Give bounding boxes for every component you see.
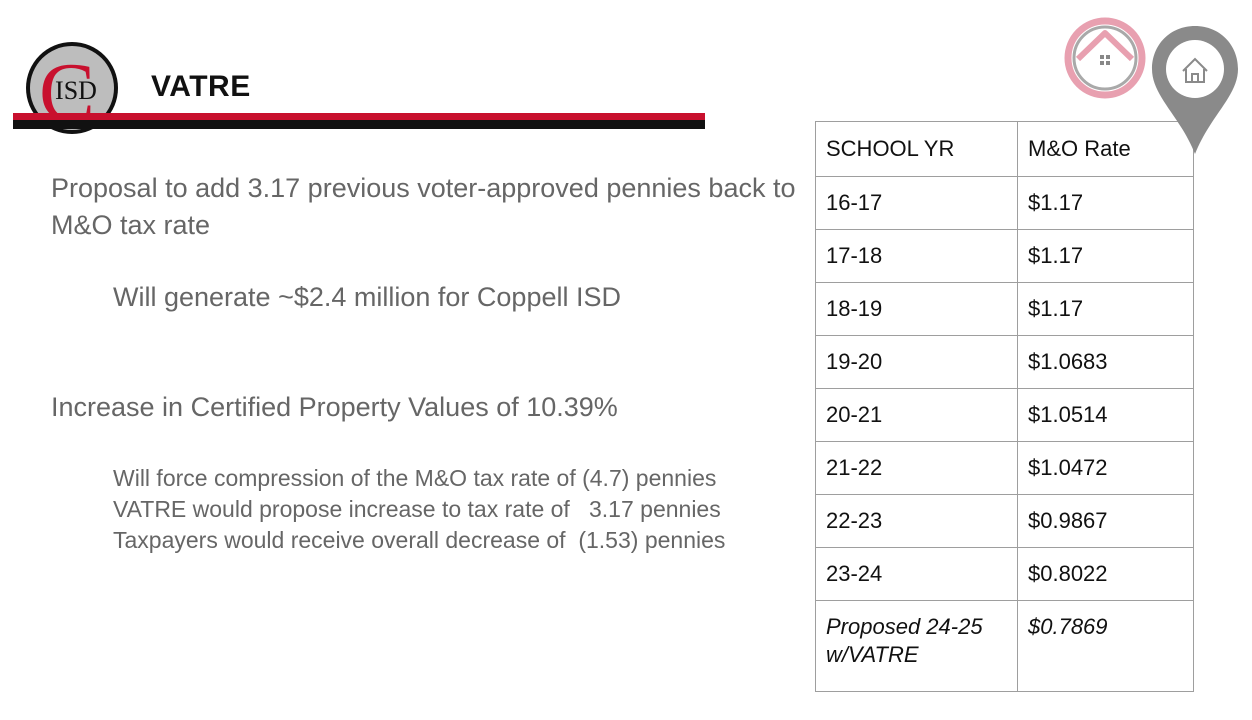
table-row: 23-24 $0.8022: [815, 547, 1194, 601]
proposed-year-cell: Proposed 24-25 w/VATRE: [815, 600, 1018, 692]
rate-cell: $0.9867: [1017, 494, 1194, 548]
table-row-proposed: Proposed 24-25 w/VATRE $0.7869: [815, 600, 1194, 692]
school-year-cell: 16-17: [815, 176, 1018, 230]
school-year-cell: 19-20: [815, 335, 1018, 389]
table-row: 17-18 $1.17: [815, 229, 1194, 283]
table-row: 20-21 $1.0514: [815, 388, 1194, 442]
table-row: 18-19 $1.17: [815, 282, 1194, 336]
detail-lines: Will force compression of the M&O tax ra…: [113, 463, 725, 556]
header-black-bar: [13, 120, 705, 129]
table-row: 22-23 $0.9867: [815, 494, 1194, 548]
increase-line: VATRE would propose increase to tax rate…: [113, 496, 721, 522]
rate-cell: $0.8022: [1017, 547, 1194, 601]
school-year-cell: 20-21: [815, 388, 1018, 442]
header-school-year: SCHOOL YR: [815, 121, 1018, 177]
table-row: 19-20 $1.0683: [815, 335, 1194, 389]
page-title: VATRE: [151, 70, 251, 103]
rate-cell: $1.0514: [1017, 388, 1194, 442]
school-year-cell: 22-23: [815, 494, 1018, 548]
school-year-cell: 17-18: [815, 229, 1018, 283]
property-values-text: Increase in Certified Property Values of…: [51, 392, 618, 422]
generate-text: Will generate ~$2.4 million for Coppell …: [113, 282, 621, 312]
proposed-rate-cell: $0.7869: [1017, 600, 1194, 692]
header-red-bar: [13, 113, 705, 120]
mo-rate-table: SCHOOL YR M&O Rate 16-17 $1.17 17-18 $1.…: [815, 121, 1194, 692]
home-ring-icon: [1064, 17, 1146, 99]
school-year-cell: 21-22: [815, 441, 1018, 495]
rate-cell: $1.17: [1017, 282, 1194, 336]
table-header-row: SCHOOL YR M&O Rate: [815, 121, 1194, 177]
school-year-cell: 23-24: [815, 547, 1018, 601]
school-year-cell: 18-19: [815, 282, 1018, 336]
table-row: 21-22 $1.0472: [815, 441, 1194, 495]
proposal-text: Proposal to add 3.17 previous voter-appr…: [51, 173, 796, 240]
rate-cell: $1.17: [1017, 229, 1194, 283]
decrease-line: Taxpayers would receive overall decrease…: [113, 527, 726, 553]
compression-line: Will force compression of the M&O tax ra…: [113, 465, 717, 491]
rate-cell: $1.0472: [1017, 441, 1194, 495]
rate-cell: $1.17: [1017, 176, 1194, 230]
rate-cell: $1.0683: [1017, 335, 1194, 389]
location-pin-icon: [1152, 26, 1238, 154]
table-row: 16-17 $1.17: [815, 176, 1194, 230]
logo-text: ISD: [55, 76, 97, 105]
